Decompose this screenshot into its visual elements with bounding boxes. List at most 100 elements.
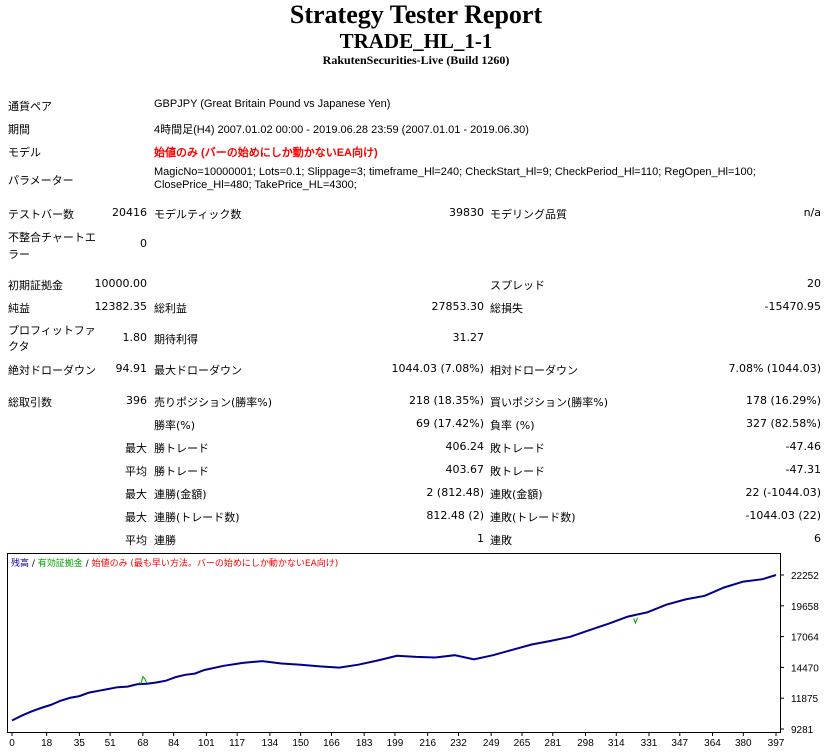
profit-factor-label-1: プロフィットファ [8,324,96,337]
max-drawdown-label: 最大ドローダウン [154,364,242,377]
abs-drawdown-value: 94.91 [115,362,148,375]
win-rate-label: 勝率(%) [154,419,196,432]
x-tick-label: 68 [137,738,149,749]
x-tick-label: 117 [229,738,245,749]
largest-win-label: 勝トレード [154,442,209,455]
y-tick-label: 14470 [791,663,819,674]
x-tick-label: 51 [105,738,117,749]
x-tick-label: 199 [387,738,404,749]
cons-losses-count-label: 連敗(トレード数) [490,511,576,524]
mismatch-label-2: ラー [8,248,30,261]
balance-line [11,574,777,722]
abs-drawdown-label: 絶対ドローダウン [8,364,96,377]
cons-wins-count-value: 812.48 (2) [426,509,484,522]
legend-sep-1: / [29,559,38,569]
params-line-2: ClosePrice_Hl=480; TakePrice_HL=4300; [154,179,357,191]
gross-loss-label: 総損失 [490,302,523,315]
avg-win-value: 403.67 [445,463,485,476]
x-tick-label: 281 [544,738,561,749]
long-positions-label: 買いポジション(勝率%) [490,396,609,409]
profit-factor-label-2: クタ [8,340,30,353]
params-line-1: MagicNo=10000001; Lots=0.1; Slippage=3; … [154,166,756,178]
report-title: Strategy Tester Report [289,0,543,29]
y-tick-label: 19658 [791,602,819,613]
total-trades-value: 396 [126,394,147,407]
cons-losses-amount-label: 連敗(金額) [490,488,543,501]
x-tick-label: 134 [262,738,279,749]
x-tick-label: 232 [450,738,467,749]
x-tick-label: 364 [704,738,721,749]
ticks-label: モデルティック数 [154,208,242,221]
x-tick-label: 314 [608,738,625,749]
y-tick-label: 9281 [791,725,814,736]
avg-cons-losses-label: 連敗 [490,534,512,547]
legend-model: 始値のみ (最も早い方法。バーの始めにしか動かないEA向け) [92,557,339,569]
cons-wins-amount-label: 連勝(金額) [154,488,207,501]
avg-label-2: 平均 [125,534,147,547]
win-rate-value: 69 (17.42%) [415,417,484,430]
legend-equity: 有効証拠金 [38,557,83,569]
spread-value: 20 [807,277,821,290]
legend-balance: 残高 [11,557,29,569]
short-positions-label: 売りポジション(勝率%) [154,396,273,409]
net-label: 純益 [8,302,30,315]
deposit-value: 10000.00 [94,277,148,290]
gross-profit-label: 総利益 [154,302,187,315]
x-tick-label: 298 [577,738,594,749]
balance-chart: 残高 / 有効証拠金 / 始値のみ (最も早い方法。バーの始めにしか動かないEA… [7,553,819,749]
x-tick-label: 347 [671,738,688,749]
chart-series [11,574,777,722]
net-value: 12382.35 [94,300,148,313]
loss-rate-value: 327 (82.58%) [745,417,821,430]
gross-profit-value: 27853.30 [431,300,485,313]
short-positions-value: 218 (18.35%) [408,394,484,407]
x-tick-label: 183 [356,738,373,749]
max-label-2: 最大 [125,488,147,501]
rel-drawdown-label: 相対ドローダウン [490,364,578,377]
avg-loss-value: -47.31 [785,463,821,476]
max-label-3: 最大 [125,511,147,524]
report-subtitle: TRADE_HL_1-1 [339,29,493,53]
avg-loss-label: 敗トレード [490,465,545,478]
bars-label: テストバー数 [8,208,74,221]
x-tick-label: 380 [735,738,752,749]
x-tick-label: 35 [74,738,86,749]
largest-loss-value: -47.46 [785,440,821,453]
cons-losses-count-value: -1044.03 (22) [745,509,821,522]
x-tick-label: 249 [483,738,500,749]
x-tick-label: 84 [168,738,180,749]
total-trades-label: 総取引数 [8,396,52,409]
legend-sep-2: / [83,559,92,569]
mismatch-value: 0 [140,237,147,250]
expected-payoff-label: 期待利得 [154,333,198,346]
x-axis-ticks: 0 18 35 51 68 84 101 117 134 150 166 183 199 216 232 24… [9,732,785,749]
x-tick-label: 101 [198,738,215,749]
rel-drawdown-value: 7.08% (1044.03) [728,362,821,375]
symbol-label: 通貨ペア [8,100,52,113]
x-tick-label: 265 [514,738,531,749]
symbol-value: GBPJPY (Great Britain Pound vs Japanese … [154,98,391,110]
loss-rate-label: 負率 (%) [490,419,535,432]
equity-line [138,617,638,685]
model-value: 始値のみ (バーの始めにしか動かないEA向け) [154,147,378,159]
largest-loss-label: 敗トレード [490,442,545,455]
largest-win-value: 406.24 [445,440,485,453]
max-drawdown-value: 1044.03 (7.08%) [391,362,484,375]
x-tick-label: 397 [768,738,785,749]
y-tick-label: 17064 [791,633,819,644]
deposit-label: 初期証拠金 [8,279,63,292]
x-tick-label: 0 [9,738,15,749]
cons-wins-amount-value: 2 (812.48) [426,486,484,499]
quality-value: n/a [803,206,821,219]
cons-wins-count-label: 連勝(トレード数) [154,511,240,524]
x-tick-label: 18 [41,738,53,749]
server-info: RakutenSecurities-Live (Build 1260) [322,53,510,67]
quality-label: モデリング品質 [490,208,567,221]
avg-cons-losses-value: 6 [814,532,821,545]
max-label-1: 最大 [125,442,147,455]
y-tick-label: 22252 [791,571,819,582]
cons-losses-amount-value: 22 (-1044.03) [745,486,821,499]
x-tick-label: 150 [292,738,309,749]
profit-factor-value: 1.80 [122,331,148,344]
x-tick-label: 331 [641,738,658,749]
